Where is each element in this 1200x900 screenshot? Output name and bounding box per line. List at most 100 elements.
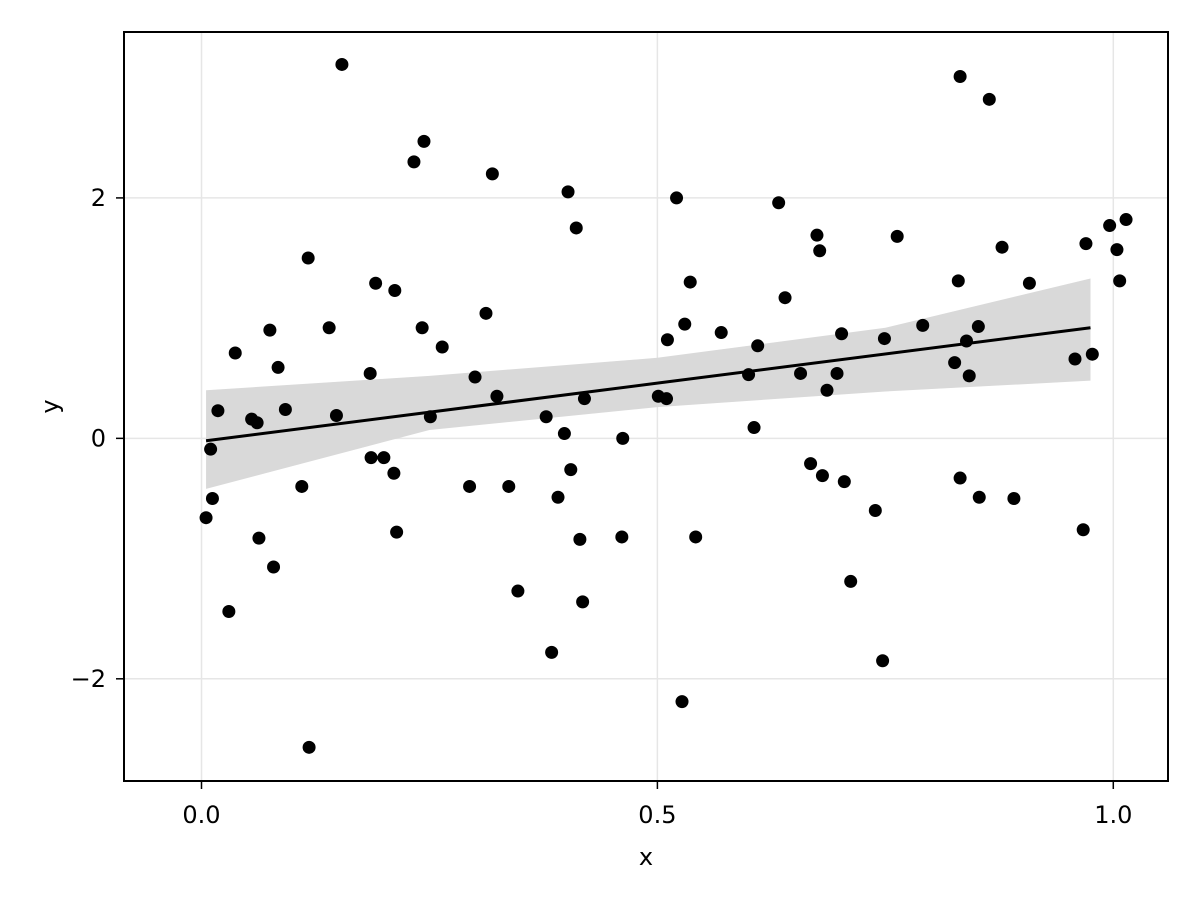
data-point-76 [877,332,891,346]
data-point-73 [844,574,858,588]
data-point-80 [951,274,965,288]
data-point-9 [263,323,277,337]
data-point-77 [890,229,904,243]
data-point-37 [511,584,525,598]
data-point-31 [463,479,477,493]
data-point-4 [222,604,236,618]
data-point-81 [953,471,967,485]
data-point-46 [576,595,590,609]
data-point-75 [876,654,890,668]
x-tick-label-0: 0.0 [182,801,220,829]
data-point-79 [948,356,962,370]
x-tick-label-2: 1.0 [1094,801,1132,829]
data-point-38 [539,410,553,424]
data-point-92 [1076,523,1090,537]
data-point-5 [228,346,242,360]
y-tick-label-0: −2 [71,665,106,693]
data-point-36 [502,479,516,493]
x-axis-ticks: 0.0 0.5 1.0 [182,781,1132,829]
data-point-88 [995,240,1009,254]
data-point-72 [837,475,851,489]
data-point-91 [1068,352,1082,366]
data-point-94 [1085,347,1099,361]
data-point-78 [916,318,930,332]
data-point-61 [751,339,765,353]
data-point-25 [390,525,404,539]
data-point-7 [250,416,264,430]
data-point-19 [363,366,377,380]
data-point-90 [1022,276,1036,290]
data-point-17 [329,409,343,423]
data-point-84 [962,369,976,383]
y-axis-ticks: −2 0 2 [71,184,124,693]
data-point-58 [714,326,728,340]
y-axis-label: y [36,399,64,413]
data-point-3 [211,404,225,418]
data-point-49 [616,431,630,445]
data-point-33 [479,306,493,320]
data-point-12 [278,403,292,417]
data-point-13 [295,479,309,493]
fit-line [205,326,1091,443]
data-point-62 [772,196,786,210]
fit-line-layer [205,326,1091,443]
data-point-40 [551,490,565,504]
data-point-23 [387,466,401,480]
y-tick-label-1: 0 [91,424,106,452]
data-point-11 [271,360,285,374]
data-point-66 [810,228,824,242]
data-point-44 [569,221,583,235]
data-point-0 [199,511,213,525]
data-point-69 [820,383,834,397]
data-point-87 [982,92,996,106]
data-point-2 [205,491,219,505]
data-point-1 [204,442,218,456]
data-point-27 [415,321,429,335]
data-point-70 [830,366,844,380]
data-point-54 [675,695,689,709]
data-point-71 [835,327,849,341]
data-point-97 [1113,274,1127,288]
data-point-32 [468,370,482,384]
data-point-60 [747,421,761,435]
data-point-64 [794,366,808,380]
x-axis-label: x [639,843,653,871]
data-point-30 [435,340,449,354]
data-point-67 [813,244,827,258]
data-point-48 [615,530,629,544]
data-point-52 [660,333,674,347]
data-point-10 [267,560,281,574]
data-point-86 [972,490,986,504]
data-point-16 [322,321,336,335]
data-point-82 [953,69,967,83]
data-point-43 [564,463,578,477]
data-point-35 [490,389,504,403]
data-point-53 [670,191,684,205]
plot-frame [123,31,1169,782]
data-point-89 [1007,491,1021,505]
data-point-8 [252,531,266,545]
data-point-56 [683,275,697,289]
data-point-28 [417,134,431,148]
data-point-98 [1119,213,1133,227]
data-point-93 [1079,237,1093,251]
y-tick-label-2: 2 [91,184,106,212]
data-point-55 [678,317,692,331]
data-point-41 [557,427,571,441]
data-point-24 [388,283,402,297]
data-points [199,57,1133,754]
data-point-51 [660,392,674,406]
data-point-65 [804,457,818,471]
data-point-34 [485,167,499,181]
data-point-47 [577,392,591,406]
data-point-26 [407,155,421,169]
data-point-57 [689,530,703,544]
data-point-15 [302,740,316,754]
data-point-96 [1110,243,1124,257]
data-point-85 [971,320,985,334]
data-point-74 [868,503,882,517]
data-point-45 [573,532,587,546]
data-point-18 [335,57,349,71]
data-point-22 [377,451,391,465]
